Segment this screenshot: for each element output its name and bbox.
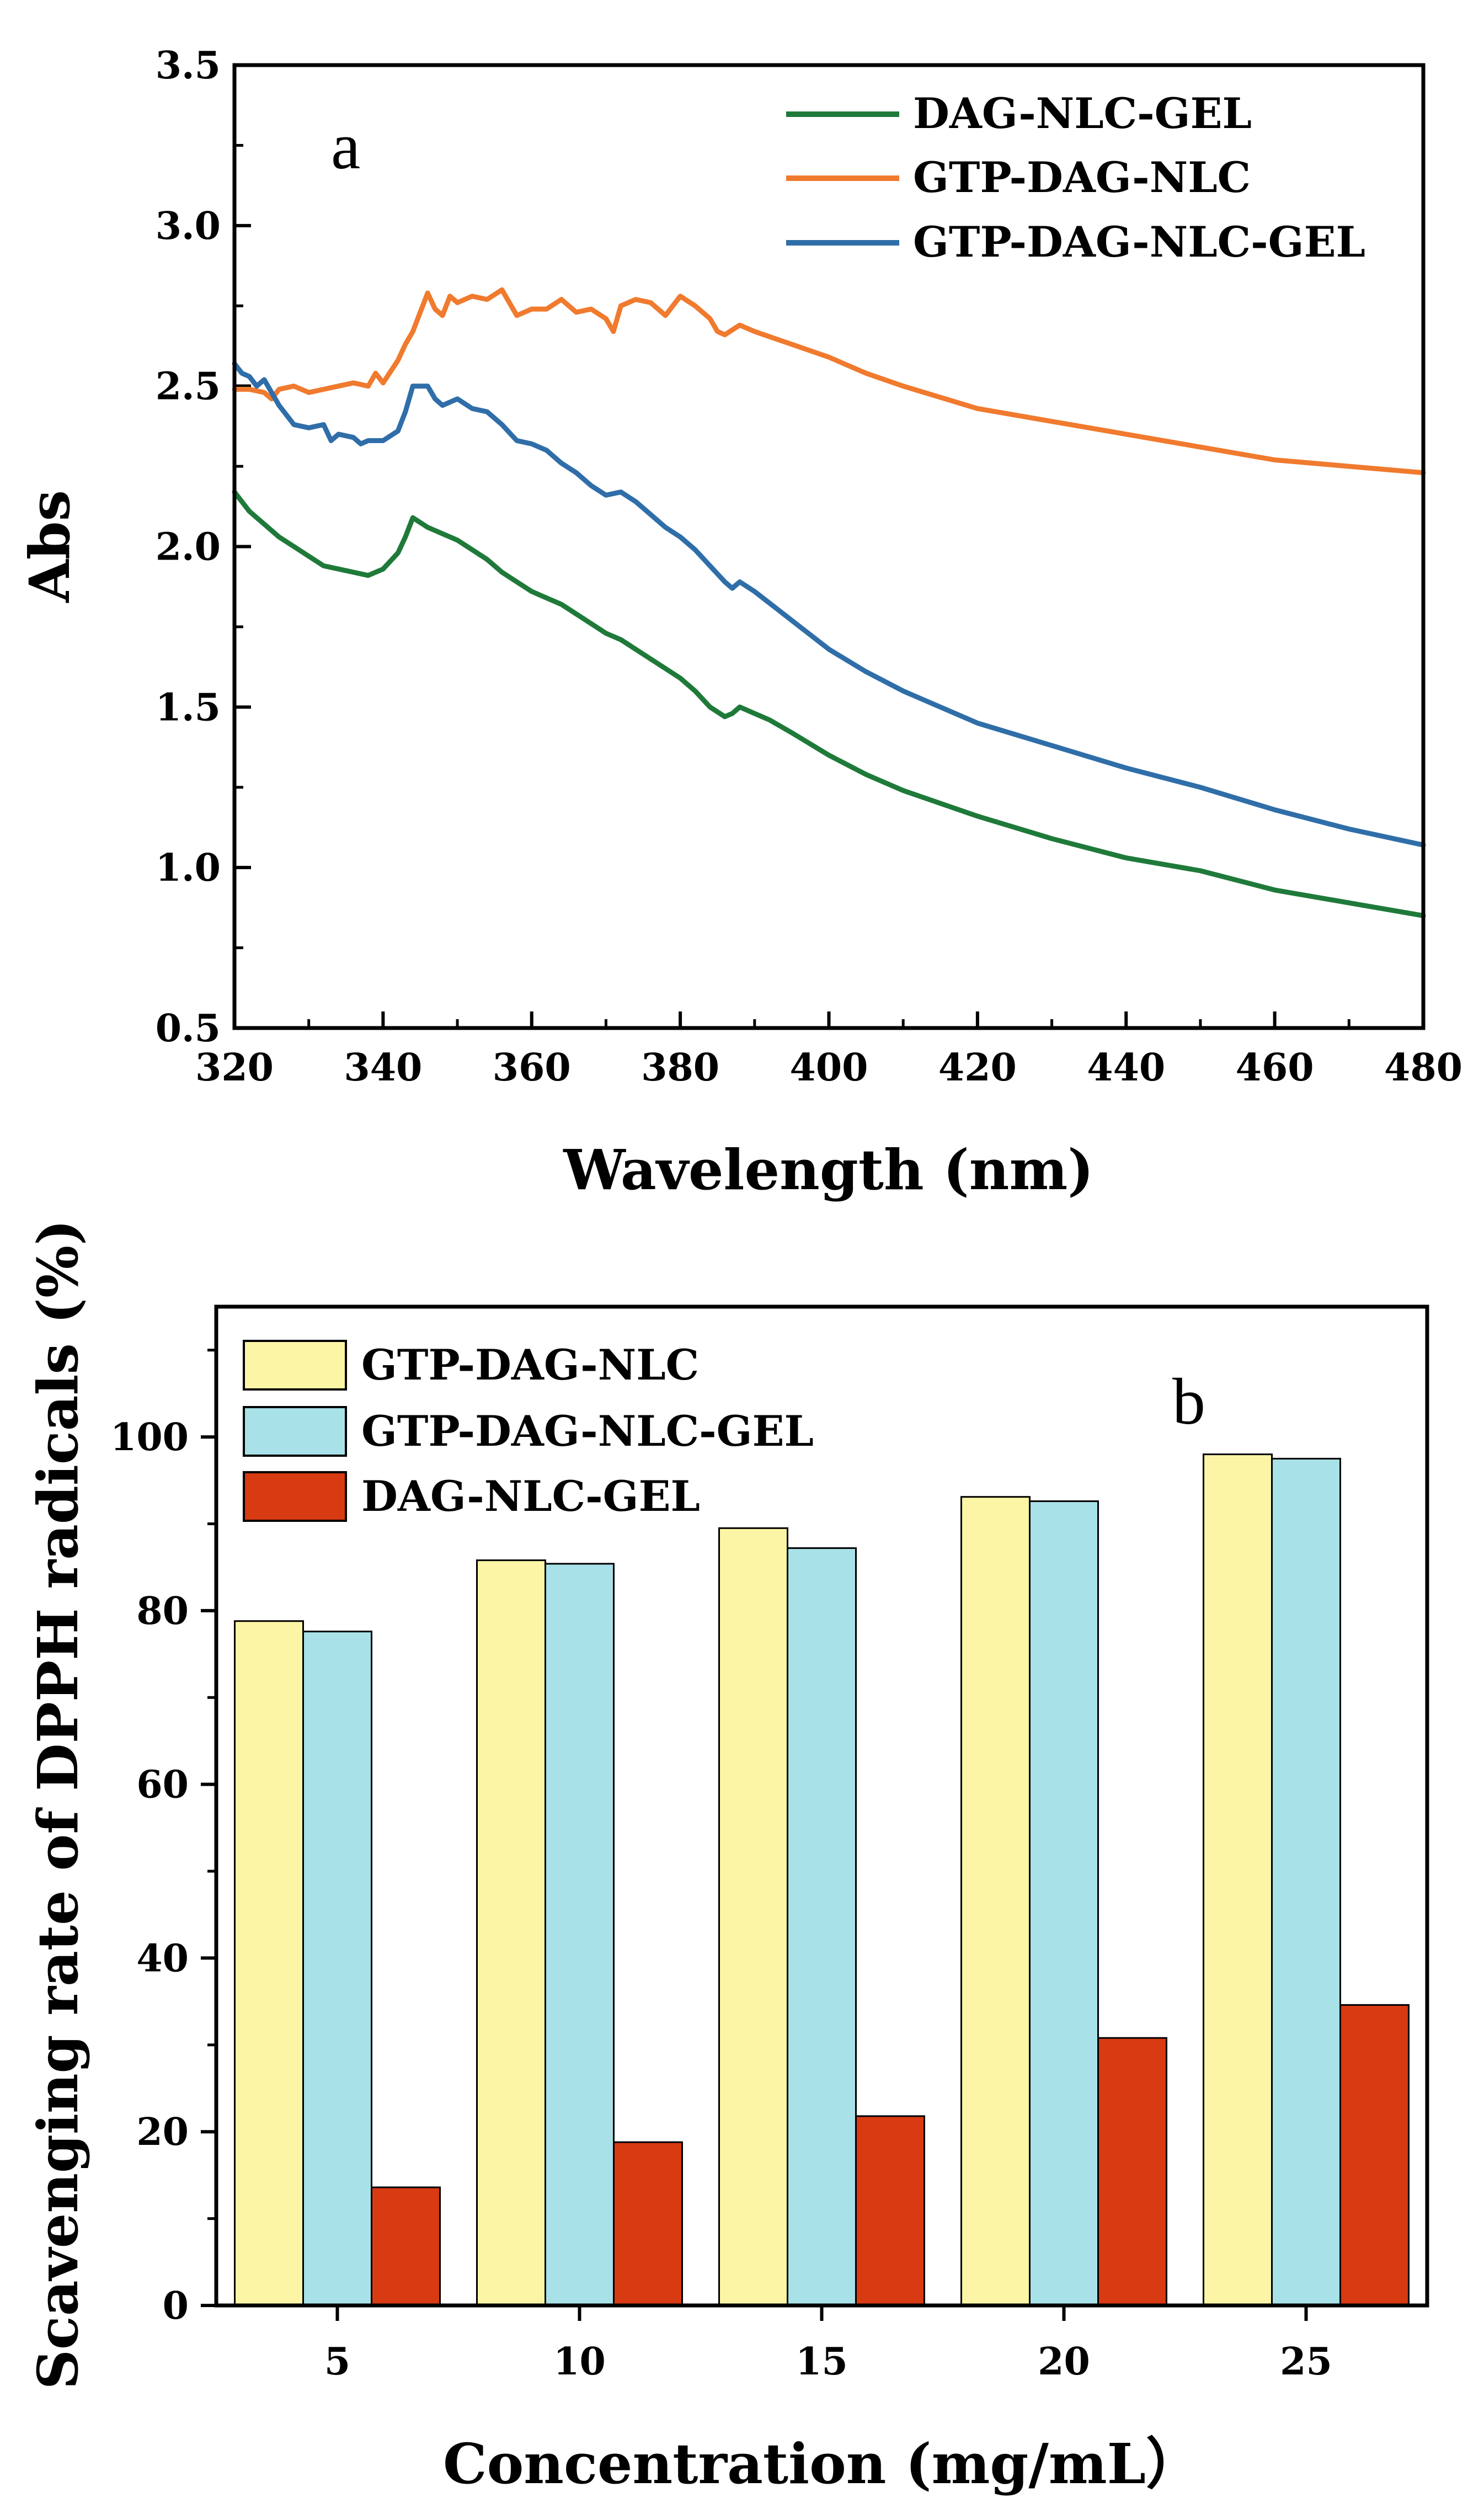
b-bar-dag-nlc-gel-25 [1339,2004,1410,2307]
b-legend-swatch-gtp-dag-nlc [243,1340,347,1391]
a-y-tick-label: 1.0 [156,846,221,890]
b-bar-gtp-dag-nlc-gel-25 [1271,1457,1341,2307]
b-bar-dag-nlc-gel-10 [613,2141,683,2307]
b-x-tick-labels: 5 10 15 20 25 [324,2340,1332,2384]
a-line-dag-nlc-gel [232,489,1426,918]
b-legend-label-gtp-dag-nlc: GTP-DAG-NLC [361,1340,699,1389]
b-x-tick-label: 25 [1280,2340,1332,2384]
b-legend-label-gtp-dag-nlc-gel: GTP-DAG-NLC-GEL [361,1407,814,1456]
a-x-tick-label: 320 [195,1046,274,1090]
b-y-tick-labels: 0 20 40 60 80 100 [110,1415,189,2328]
b-x-tick-label: 10 [553,2340,606,2384]
b-panel-label: b [1172,1365,1205,1438]
a-panel-label: a [331,109,360,183]
a-x-tick-label: 480 [1384,1046,1462,1090]
a-x-axis-title: Wavelength (nm) [563,1137,1093,1202]
a-y-tick-label: 2.0 [156,525,221,569]
a-x-tick-label: 380 [641,1046,719,1090]
b-bar-gtp-dag-nlc-gel-5 [302,1631,372,2307]
b-y-tick-label: 0 [163,2284,189,2328]
b-legend-swatch-gtp-dag-nlc-gel [243,1406,347,1457]
a-legend-label-gtp-dag-nlc-gel: GTP-DAG-NLC-GEL [913,217,1365,267]
a-y-tick-label: 0.5 [156,1006,221,1051]
b-plot-frame [214,1304,1429,2308]
b-bars [234,1453,1410,2307]
b-y-tick-label: 60 [136,1763,189,1807]
b-y-tick-label: 100 [110,1415,189,1460]
b-x-tick-label: 20 [1038,2340,1090,2384]
a-x-tick-labels: 320 340 360 380 400 420 440 460 480 [195,1046,1462,1090]
b-bar-gtp-dag-nlc-5 [234,1620,304,2307]
b-bar-gtp-dag-nlc-20 [960,1496,1031,2307]
line-chart-panel-a: 320 340 360 380 400 420 440 460 480 0.5 1.0 1.5 2.0… [17,44,1462,1202]
a-line-gtp-dag-nlc [232,287,1426,476]
a-plot-frame [232,63,1426,1030]
b-y-tick-label: 40 [136,1936,189,1980]
b-y-tick-label: 20 [136,2110,189,2154]
b-legend-swatch-dag-nlc-gel [243,1471,347,1522]
a-y-tick-label: 3.5 [156,44,221,88]
a-x-tick-label: 440 [1087,1046,1165,1090]
b-y-tick-label: 80 [136,1589,189,1633]
b-y-axis-title: Scavenging rate of DPPH radicals (%) [25,1219,90,2390]
a-series-lines [232,287,1426,918]
a-x-tick-label: 340 [344,1046,422,1090]
b-x-tick-label: 5 [324,2340,350,2384]
a-legend: DAG-NLC-GEL GTP-DAG-NLC GTP-DAG-NLC-GEL [786,89,1365,267]
b-bar-dag-nlc-gel-20 [1097,2037,1167,2307]
a-x-tick-label: 400 [790,1046,868,1090]
b-x-axis-title: Concentration (mg/mL） [443,2431,1201,2496]
a-x-tick-label: 420 [938,1046,1017,1090]
bar-chart-panel-b: 5 10 15 20 25 0 20 40 60 80 100 b Concentration (… [25,1219,1429,2496]
b-x-tick-label: 15 [796,2340,848,2384]
a-x-tick-label: 360 [493,1046,571,1090]
a-y-tick-label: 2.5 [156,365,221,409]
b-bar-gtp-dag-nlc-gel-10 [545,1563,615,2307]
b-bar-gtp-dag-nlc-gel-15 [787,1547,857,2307]
b-bar-gtp-dag-nlc-10 [476,1559,546,2307]
b-bar-gtp-dag-nlc-15 [718,1527,788,2307]
b-legend: GTP-DAG-NLC GTP-DAG-NLC-GEL DAG-NLC-GEL [243,1340,814,1522]
a-legend-label-gtp-dag-nlc: GTP-DAG-NLC [913,153,1251,202]
b-bar-dag-nlc-gel-5 [371,2186,441,2307]
a-legend-label-dag-nlc-gel: DAG-NLC-GEL [913,89,1252,138]
a-line-gtp-dag-nlc-gel [232,361,1426,848]
b-tick-marks [201,1349,1308,2321]
b-bar-gtp-dag-nlc-gel-20 [1029,1500,1099,2307]
b-bar-dag-nlc-gel-15 [855,2115,925,2307]
a-y-tick-labels: 0.5 1.0 1.5 2.0 2.5 3.0 3.5 [156,44,221,1051]
a-x-tick-label: 460 [1236,1046,1314,1090]
b-legend-label-dag-nlc-gel: DAG-NLC-GEL [361,1472,700,1521]
b-bar-gtp-dag-nlc-25 [1203,1453,1273,2307]
a-y-axis-title: Abs [17,490,82,603]
a-y-tick-label: 3.0 [156,204,221,248]
a-y-tick-label: 1.5 [156,685,221,729]
